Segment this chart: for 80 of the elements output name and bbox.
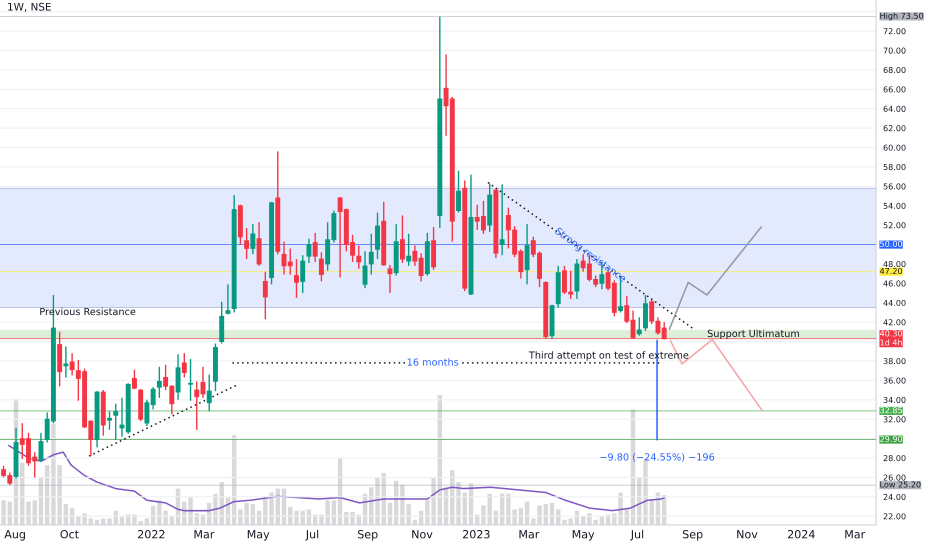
line-series [668, 226, 762, 330]
x-tick-label: Jul [630, 530, 644, 541]
x-tick-label: May [572, 530, 594, 541]
candlestick [636, 316, 642, 336]
ref-line-label: 40.30 1d 4h [880, 330, 902, 346]
candlestick [225, 284, 230, 316]
candlestick [406, 233, 412, 267]
x-tick-label: Sep [682, 530, 703, 541]
y-tick-label: 24.00 [884, 494, 906, 500]
candlestick [368, 233, 374, 276]
y-tick-label: 48.00 [883, 261, 906, 268]
candlestick [156, 366, 162, 399]
y-tick-label: 58.00 [884, 164, 906, 170]
candlestick [113, 402, 118, 440]
candlestick [456, 170, 461, 214]
y-tick-label: 60.00 [884, 144, 906, 151]
candlestick [63, 346, 68, 378]
candlestick [300, 254, 306, 294]
y-tick-label: 38.00 [884, 358, 906, 364]
candlestick [400, 214, 405, 264]
candlestick [312, 232, 318, 263]
candlestick [387, 264, 392, 294]
candlestick [318, 252, 324, 282]
y-tick-label: 28.00 [884, 455, 906, 462]
y-tick-label: 44.00 [883, 300, 906, 306]
candlestick [182, 352, 187, 378]
x-tick-label: Mar [845, 530, 866, 538]
x-tick-label: Mar [519, 530, 540, 538]
candlestick [375, 212, 380, 260]
annotation: 16 months [408, 358, 458, 366]
y-tick-label: 68.00 [884, 66, 906, 74]
x-tick-label: 2024 [788, 530, 815, 538]
ref-line-label: Low 25.20 [880, 481, 921, 488]
candlestick [188, 358, 193, 402]
y-tick-label: 42.00 [883, 319, 906, 326]
candlestick [262, 271, 268, 320]
candlestick [356, 244, 362, 270]
chart-title: 1W, NSE [8, 2, 51, 12]
x-tick-label: Nov [737, 530, 758, 538]
candlestick [244, 227, 250, 260]
y-tick-label: 46.00 [883, 280, 906, 287]
x-tick-label: Mar [194, 530, 214, 538]
candlestick [70, 352, 75, 376]
x-tick-label: Aug [4, 530, 25, 541]
candlestick [206, 374, 212, 412]
candlestick [306, 238, 312, 264]
ref-line-label: 32.85 [880, 407, 902, 414]
ref-line-label: High 73.50 [880, 12, 924, 20]
candlestick [107, 410, 112, 431]
x-tick-label: May [248, 530, 270, 541]
y-tick-label: 32.00 [884, 416, 906, 422]
x-tick-label: Oct [60, 530, 79, 538]
x-tick-label: 2023 [463, 530, 490, 538]
y-tick-label: 52.00 [884, 222, 906, 228]
x-tick-label: Jul [305, 530, 318, 541]
y-tick-label: 34.00 [884, 396, 906, 403]
y-tick-label: 72.00 [884, 28, 906, 34]
y-tick-label: 64.00 [884, 106, 906, 112]
y-tick-label: 54.00 [884, 202, 906, 209]
y-tick-label: 62.00 [884, 125, 906, 132]
y-tick-label: 22.00 [884, 513, 906, 520]
candlestick [250, 223, 256, 255]
x-tick-label: Sep [358, 530, 378, 541]
candlestick [294, 258, 299, 299]
annotation: −9.80 (−24.55%) −196 [600, 453, 714, 462]
ref-line-label: 29.90 [880, 436, 902, 442]
candlestick [38, 432, 44, 463]
x-tick-label: 2022 [138, 530, 164, 538]
y-tick-label: 26.00 [884, 474, 906, 481]
candlestick [500, 184, 505, 256]
y-tick-label: 66.00 [884, 86, 906, 92]
candlestick [132, 369, 137, 390]
ref-line-label: 47.20 [880, 268, 902, 274]
y-tick-label: 70.00 [884, 48, 906, 54]
candlestick [362, 250, 368, 289]
y-tick-label: 36.00 [884, 377, 906, 384]
x-tick-label: Nov [412, 530, 433, 538]
ref-line-label: 50.00 [880, 240, 902, 247]
band-label: Support Ultimatum [708, 330, 800, 339]
y-tick-label: 56.00 [884, 183, 906, 190]
